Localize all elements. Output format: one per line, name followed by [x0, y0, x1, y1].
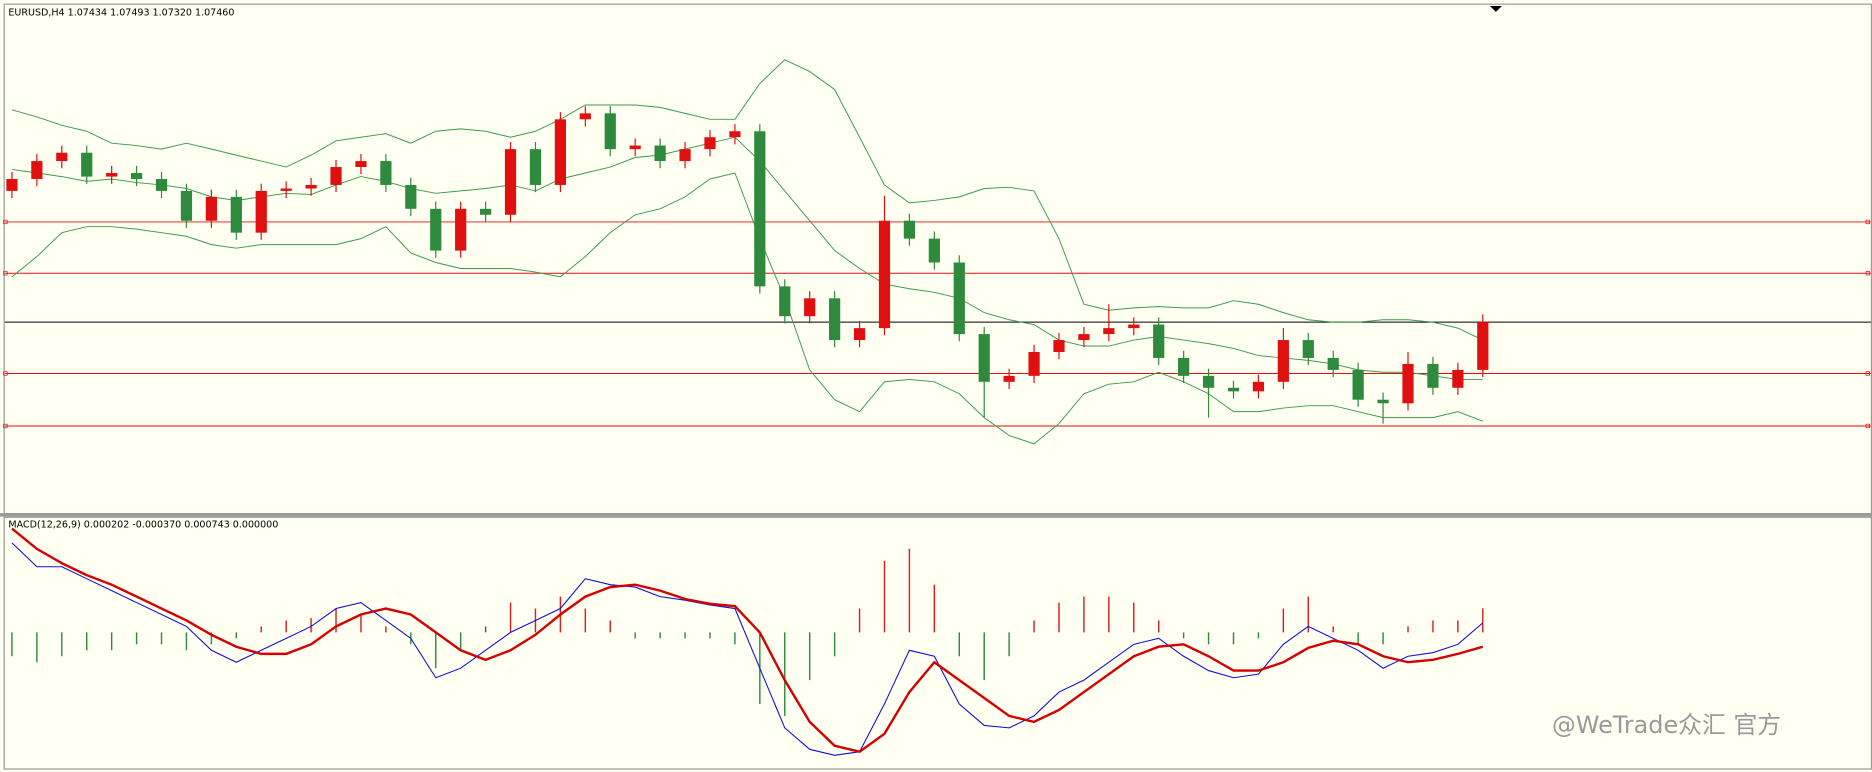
- level-handle: [3, 371, 8, 376]
- candle-body: [1452, 369, 1464, 388]
- candle-body: [878, 220, 891, 329]
- candle-body: [1003, 375, 1015, 382]
- candle-body: [455, 208, 467, 251]
- candle-body: [1078, 334, 1090, 341]
- candle-body: [1277, 340, 1289, 382]
- candle-body: [305, 184, 317, 189]
- candle-body: [903, 220, 916, 239]
- candle-body: [1352, 369, 1364, 400]
- candle-body: [380, 161, 392, 185]
- candle-body: [704, 137, 716, 150]
- candle-body: [56, 152, 68, 162]
- candle-body: [180, 190, 193, 221]
- candle-body: [430, 208, 442, 251]
- candle-body: [405, 184, 417, 209]
- candle-body: [1202, 375, 1215, 388]
- level-handle: [1865, 271, 1870, 276]
- candle-body: [31, 161, 43, 179]
- candle-body: [1227, 387, 1240, 392]
- candle-body: [604, 113, 616, 150]
- watermark: @WeTrade众汇 官方: [1552, 711, 1781, 739]
- candle-body: [1103, 328, 1115, 335]
- level-handle: [3, 219, 8, 225]
- candle-body: [629, 145, 641, 150]
- level-handle: [3, 271, 8, 276]
- candle-body: [330, 167, 342, 185]
- candle-body: [1252, 381, 1265, 392]
- candle-body: [155, 178, 168, 191]
- candle-body: [106, 173, 118, 177]
- macd-pane: [3, 516, 1872, 770]
- candle-body: [554, 119, 567, 185]
- candle-body: [853, 328, 866, 341]
- candle-body: [479, 208, 492, 215]
- macd-line: [11, 527, 1484, 754]
- candle-body: [1128, 324, 1140, 329]
- candle-body: [205, 196, 217, 221]
- candle-body: [6, 178, 18, 191]
- candle-body: [779, 286, 791, 317]
- candle-body: [81, 152, 93, 177]
- candle-body: [130, 173, 143, 179]
- candle-body: [928, 238, 940, 263]
- shift-marker: [1489, 5, 1502, 12]
- level-handle: [1865, 371, 1870, 376]
- candle-body: [1327, 357, 1339, 370]
- candle-body: [255, 190, 267, 233]
- candle-body: [978, 334, 990, 382]
- pane-divider: [0, 513, 1872, 517]
- bollinger-band: [11, 172, 1483, 445]
- candle-body: [579, 113, 591, 120]
- candle-body: [529, 149, 542, 185]
- candle-body: [654, 145, 666, 162]
- level-handle: [1865, 423, 1870, 429]
- candle-body: [1302, 340, 1314, 358]
- candle-body: [679, 149, 691, 162]
- candle-body: [355, 161, 367, 168]
- symbol-label: EURUSD,H4 1.07434 1.07493 1.07320 1.0746…: [8, 8, 234, 19]
- level-handle: [1865, 219, 1870, 225]
- level-handle: [3, 423, 8, 429]
- candle-body: [1178, 357, 1190, 376]
- candle-body: [1153, 324, 1165, 358]
- candle-body: [829, 298, 841, 341]
- bollinger-band: [11, 59, 1484, 341]
- candle-body: [754, 131, 766, 287]
- candle-body: [1477, 322, 1489, 370]
- candle-body: [1053, 340, 1065, 352]
- candle-body: [1028, 351, 1040, 376]
- candle-body: [729, 131, 741, 138]
- macd-label: MACD(12,26,9) 0.000202 -0.000370 0.00074…: [8, 520, 278, 531]
- candle-body: [1427, 363, 1439, 388]
- candle-body: [953, 262, 965, 335]
- plot-layer: [3, 59, 1871, 756]
- candle-body: [1402, 363, 1414, 404]
- candle-body: [230, 196, 242, 233]
- candle-body: [804, 298, 816, 317]
- candle-body: [280, 188, 292, 191]
- candle-body: [504, 149, 517, 215]
- candle-body: [1377, 399, 1389, 404]
